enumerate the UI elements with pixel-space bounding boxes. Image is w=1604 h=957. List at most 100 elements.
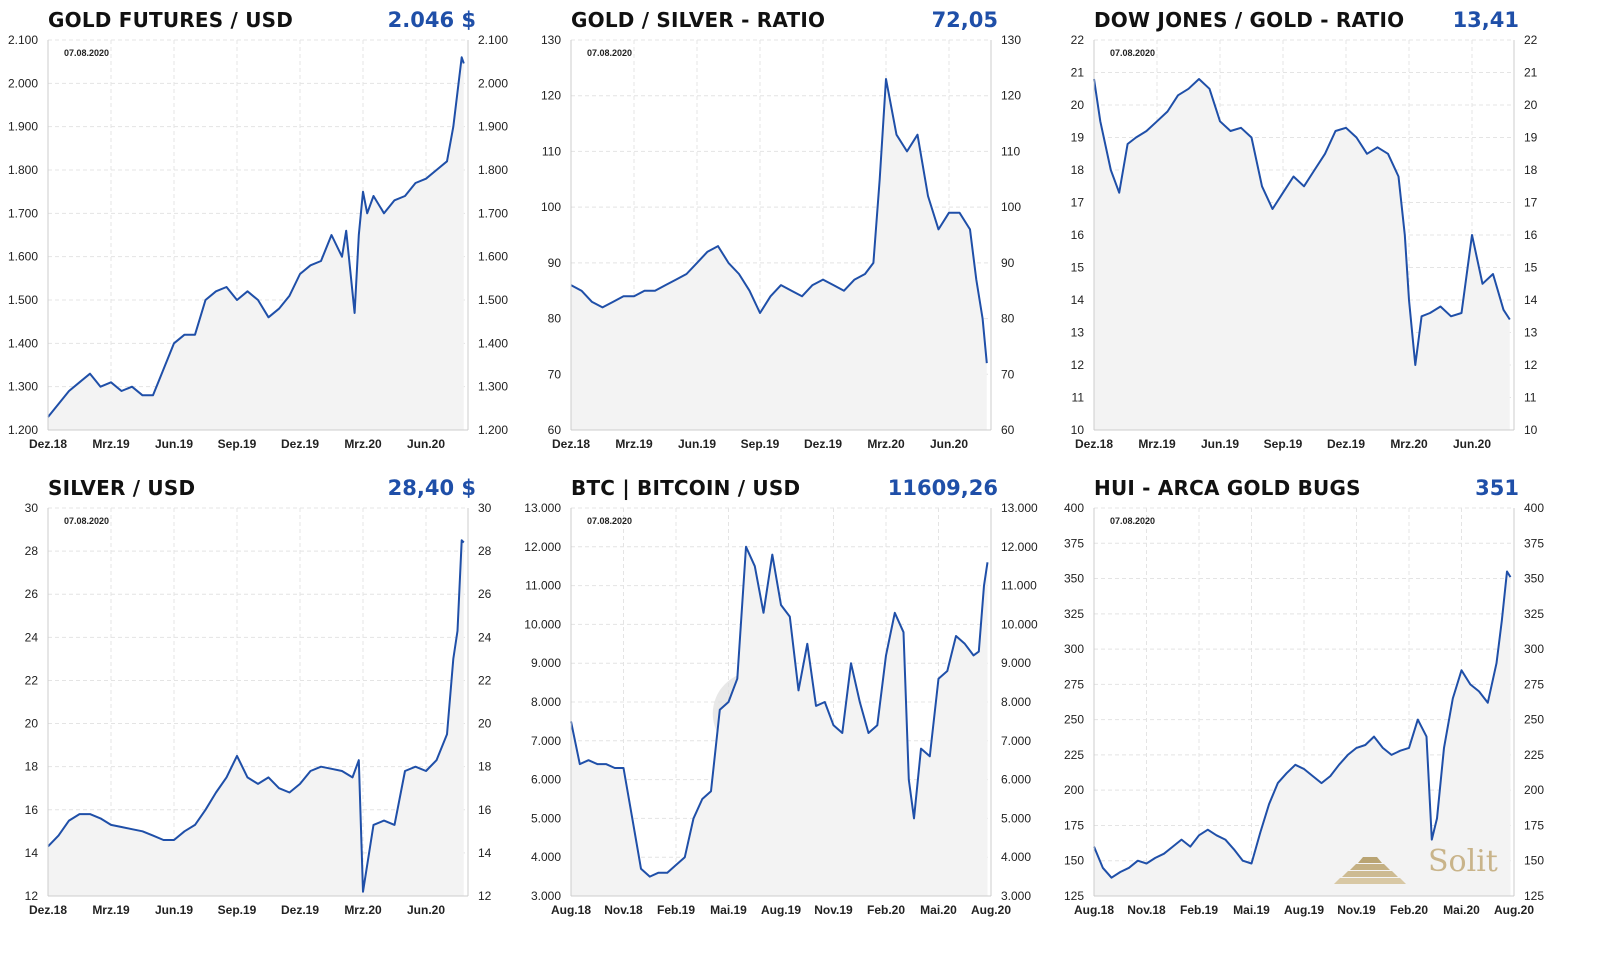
y-tick-label-left: 2.000 [8, 76, 38, 90]
y-tick-label-left: 1.500 [8, 293, 38, 307]
panel-title: GOLD FUTURES / USD [48, 8, 294, 32]
y-tick-label-left: 1.400 [8, 336, 38, 350]
panel-title: GOLD / SILVER - RATIO [571, 8, 826, 32]
y-tick-label-left: 12 [1071, 358, 1085, 372]
y-tick-label-left: 375 [1064, 536, 1084, 550]
y-tick-label-left: 13 [1071, 326, 1085, 340]
date-stamp: 07.08.2020 [587, 48, 632, 58]
x-tick-label: Dez.19 [804, 437, 842, 451]
y-tick-label-left: 12.000 [524, 540, 561, 554]
panel-silver: SILVER / USD 28,40 $ 12 12 14 14 16 16 18 18 20 2… [0, 468, 540, 938]
y-tick-label-right: 350 [1524, 572, 1544, 586]
y-tick-label-right: 150 [1524, 854, 1544, 868]
y-tick-label-right: 20 [1524, 98, 1538, 112]
panel-value: 2.046 $ [387, 8, 476, 32]
y-tick-label-left: 11 [1072, 391, 1085, 405]
y-tick-label-right: 20 [478, 717, 492, 731]
y-tick-label-right: 28 [478, 544, 492, 558]
y-tick-label-left: 1.700 [8, 206, 38, 220]
y-tick-label-right: 400 [1524, 501, 1544, 515]
panel-btc: BTC | BITCOIN / USD 11609,26 ₿3.0003.000… [523, 468, 1063, 938]
y-tick-label-left: 24 [25, 630, 39, 644]
y-tick-label-right: 4.000 [1001, 850, 1031, 864]
x-tick-label: Aug.20 [971, 903, 1011, 917]
x-tick-label: Nov.18 [604, 903, 643, 917]
y-tick-label-right: 12 [1524, 358, 1538, 372]
x-tick-label: Jun.19 [678, 437, 716, 451]
y-tick-label-right: 90 [1001, 256, 1015, 270]
y-tick-label-left: 3.000 [531, 889, 561, 903]
y-tick-label-left: 4.000 [531, 850, 561, 864]
y-tick-label-left: 8.000 [531, 695, 561, 709]
series-area [571, 79, 987, 430]
y-tick-label-right: 22 [478, 673, 492, 687]
date-stamp: 07.08.2020 [587, 516, 632, 526]
y-tick-label-left: 5.000 [531, 811, 561, 825]
x-tick-label: Mrz.19 [92, 903, 130, 917]
x-tick-label: Dez.18 [29, 903, 67, 917]
y-tick-label-left: 225 [1064, 748, 1084, 762]
y-tick-label-left: 70 [548, 367, 562, 381]
y-tick-label-left: 100 [541, 200, 561, 214]
chart-hui: 125 125 150 150 175 175 200 200 225 225 250 250 275 2… [1064, 501, 1544, 917]
x-tick-label: Sep.19 [218, 903, 257, 917]
x-tick-label: Jun.20 [407, 903, 445, 917]
y-tick-label-left: 20 [1071, 98, 1085, 112]
y-tick-label-right: 2.000 [478, 76, 508, 90]
panel-value: 13,41 [1452, 8, 1519, 32]
x-tick-label: Sep.19 [1264, 437, 1303, 451]
date-stamp: 07.08.2020 [64, 48, 109, 58]
series-line [47, 539, 465, 893]
y-tick-label-left: 7.000 [531, 734, 561, 748]
y-tick-label-right: 130 [1001, 33, 1021, 47]
y-tick-label-left: 9.000 [531, 656, 561, 670]
date-stamp: 07.08.2020 [1110, 48, 1155, 58]
y-tick-label-right: 1.500 [478, 293, 508, 307]
y-tick-label-right: 16 [478, 803, 492, 817]
y-tick-label-right: 19 [1524, 131, 1538, 145]
y-tick-label-right: 1.400 [478, 336, 508, 350]
y-tick-label-left: 60 [548, 423, 562, 437]
y-tick-label-right: 275 [1524, 677, 1544, 691]
y-tick-label-left: 13.000 [524, 501, 561, 515]
logo-text: Solit [1428, 844, 1498, 879]
x-tick-label: Mrz.20 [344, 437, 382, 451]
y-tick-label-right: 70 [1001, 367, 1015, 381]
series-area [1094, 571, 1511, 896]
stacked-gold-bars-icon [1334, 857, 1406, 884]
x-tick-label: Nov.19 [814, 903, 853, 917]
x-tick-label: Mai.19 [1233, 903, 1270, 917]
x-tick-label: Mrz.20 [344, 903, 382, 917]
date-stamp: 07.08.2020 [64, 516, 109, 526]
x-tick-label: Aug.20 [1494, 903, 1534, 917]
y-tick-label-right: 14 [478, 846, 492, 860]
series-line [47, 56, 465, 418]
x-tick-label: Dez.18 [29, 437, 67, 451]
y-tick-label-right: 110 [1001, 144, 1020, 158]
panel-value: 351 [1475, 476, 1519, 500]
y-tick-label-right: 1.900 [478, 120, 508, 134]
x-tick-label: Jun.20 [930, 437, 968, 451]
y-tick-label-left: 17 [1071, 196, 1085, 210]
y-tick-label-right: 11.000 [1001, 579, 1037, 593]
x-tick-label: Mrz.20 [1390, 437, 1428, 451]
y-tick-label-right: 80 [1001, 312, 1015, 326]
y-tick-label-left: 10 [1071, 423, 1085, 437]
y-tick-label-left: 150 [1064, 854, 1084, 868]
x-tick-label: Aug.18 [1074, 903, 1114, 917]
x-tick-label: Dez.18 [1075, 437, 1113, 451]
x-tick-label: Aug.19 [1284, 903, 1324, 917]
y-tick-label-left: 1.200 [8, 423, 38, 437]
y-tick-label-right: 9.000 [1001, 656, 1031, 670]
y-tick-label-left: 120 [541, 89, 561, 103]
series-line [1093, 570, 1512, 879]
y-tick-label-right: 16 [1524, 228, 1538, 242]
y-tick-label-right: 12.000 [1001, 540, 1038, 554]
y-tick-label-left: 200 [1064, 783, 1084, 797]
y-tick-label-right: 26 [478, 587, 492, 601]
x-tick-label: Mai.20 [1443, 903, 1480, 917]
series-area [1094, 79, 1510, 430]
panel-title: HUI - ARCA GOLD BUGS [1094, 476, 1361, 500]
series-line [570, 78, 988, 364]
x-tick-label: Feb.20 [1390, 903, 1428, 917]
